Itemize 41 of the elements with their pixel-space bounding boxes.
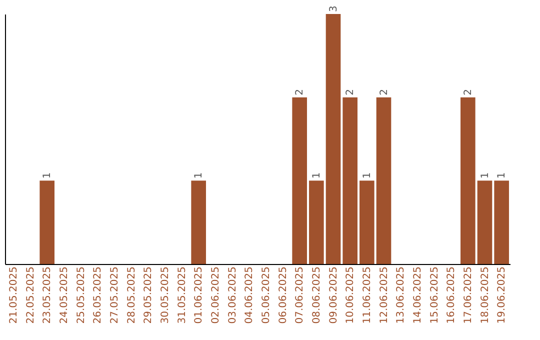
x-tick-label: 25.05.2025 — [76, 266, 87, 324]
x-tick-label: 24.05.2025 — [58, 266, 70, 324]
data-label: 1 — [311, 172, 322, 179]
x-tick-label: 12.06.2025 — [378, 266, 390, 324]
data-label: 2 — [462, 88, 474, 96]
data-label: 2 — [294, 88, 306, 96]
x-tick-label: 01.06.2025 — [194, 266, 205, 324]
x-tick-label: 23.05.2025 — [42, 266, 54, 324]
x-tick-label: 16.06.2025 — [446, 266, 458, 324]
x-tick-label: 05.06.2025 — [260, 266, 272, 324]
x-tick-label: 04.06.2025 — [244, 266, 256, 324]
x-tick-label: 13.06.2025 — [396, 266, 407, 324]
data-label: 2 — [345, 88, 356, 96]
x-tick-label: 28.05.2025 — [126, 266, 138, 324]
x-tick-label: 26.05.2025 — [92, 266, 104, 324]
x-tick-label: 07.06.2025 — [294, 266, 306, 324]
x-tick-label: 29.05.2025 — [143, 266, 154, 324]
data-label: 1 — [496, 172, 508, 179]
x-tick-label: 02.06.2025 — [210, 266, 222, 324]
x-tick-label: 11.06.2025 — [362, 266, 373, 324]
data-label: 1 — [194, 172, 205, 179]
x-tick-label: 27.05.2025 — [109, 266, 120, 324]
data-label: 3 — [328, 6, 340, 12]
x-tick-label: 06.06.2025 — [278, 266, 289, 324]
x-tick-label: 30.05.2025 — [160, 266, 171, 324]
x-tick-label: 15.06.2025 — [429, 266, 440, 324]
x-tick-label: 08.06.2025 — [311, 266, 322, 324]
data-label: 1 — [480, 172, 491, 179]
data-label: 2 — [378, 88, 390, 96]
x-tick-label: 10.06.2025 — [345, 266, 356, 324]
x-tick-label: 21.05.2025 — [8, 266, 20, 324]
x-tick-label: 22.05.2025 — [25, 266, 36, 324]
x-tick-label: 14.06.2025 — [412, 266, 424, 324]
x-tick-label: 03.06.2025 — [227, 266, 238, 324]
x-tick-label: 17.06.2025 — [462, 266, 474, 324]
data-label: 1 — [362, 172, 373, 179]
data-label: 1 — [42, 172, 54, 179]
x-tick-label: 19.06.2025 — [496, 266, 508, 324]
x-tick-label: 18.06.2025 — [480, 266, 491, 324]
x-tick-label: 31.05.2025 — [176, 266, 188, 324]
x-tick-label: 09.06.2025 — [328, 266, 340, 324]
